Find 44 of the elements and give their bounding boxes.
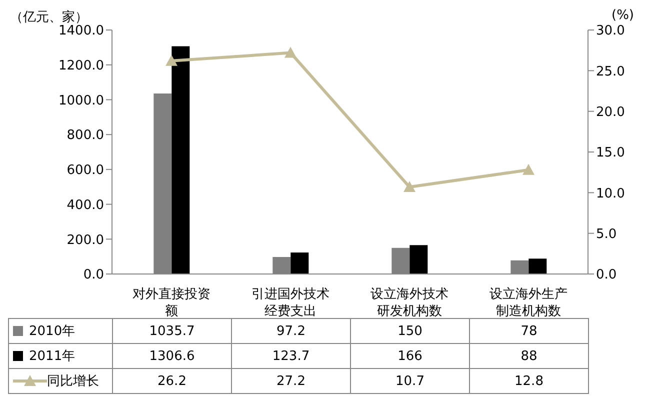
data-label: 78 [470,318,588,344]
legend-label: 同比增长 [8,368,112,394]
y-tick-label: 1200.0 [58,58,104,74]
data-label: 97.2 [232,318,350,344]
data-label: 10.7 [350,368,470,394]
point [166,54,178,66]
data-label: 12.8 [470,368,588,394]
bar [172,46,190,274]
data-label: 26.2 [112,368,232,394]
y-tick-label: 800.0 [66,128,104,144]
y2-tick-label: 25.0 [596,64,625,80]
point [522,164,534,175]
data-label: 88 [470,344,588,368]
x-tick-label: 引进国外技术经费支出 [252,287,330,319]
y2-tick-label: 20.0 [596,104,625,120]
y-tick-label: 1000.0 [58,93,104,108]
y2-tick-label: 30.0 [596,24,625,39]
data-label: 150 [350,318,470,344]
data-label: 1035.7 [112,318,232,344]
data-label: 123.7 [232,344,350,368]
y-tick-label: 200.0 [66,232,104,248]
bar [290,252,309,274]
y-tick-label: 0.0 [83,268,104,283]
legend-label: 2010年 [8,318,112,344]
x-tick-label: 设立海外技术研发机构数 [370,286,448,319]
data-label: 1306.6 [112,344,232,368]
y-tick-label: 400.0 [66,198,104,213]
y2-tick-label: 10.0 [596,186,625,202]
y2-tick-label: 15.0 [596,146,625,161]
x-tick-label: 对外直接投资额 [132,287,210,319]
y-tick-label: 600.0 [66,163,104,178]
legend-label: 2011年 [8,344,112,368]
y2-tick-label: 0.0 [596,268,617,283]
x-tick-label: 设立海外生产制造机构数 [490,286,568,319]
point [284,46,296,58]
data-label: 27.2 [232,368,350,394]
point [404,180,416,192]
data-label: 166 [350,344,470,368]
bar [410,245,428,274]
bar [528,258,547,274]
y2-axis-title: (%) [612,8,634,23]
y2-tick-label: 5.0 [596,226,617,242]
y-tick-label: 1400.0 [58,24,104,39]
y-axis-title: （亿元、家） [10,9,88,25]
